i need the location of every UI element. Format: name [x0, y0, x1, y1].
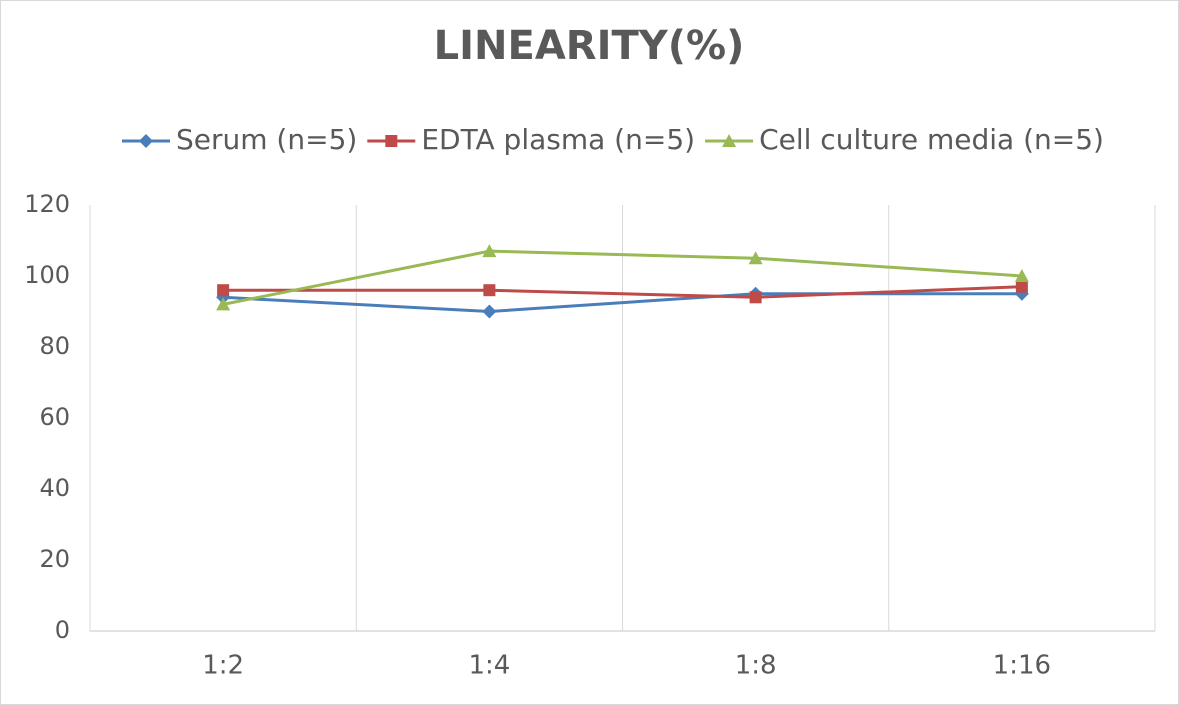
marker: [482, 244, 497, 258]
marker: [1015, 280, 1028, 293]
y-tick-label: 60: [39, 403, 70, 431]
x-tick-label: 1:4: [468, 651, 510, 681]
marker: [748, 251, 763, 265]
series-line: [222, 249, 1022, 306]
y-tick-label: 100: [24, 261, 70, 289]
y-tick-label: 40: [39, 474, 70, 502]
legend: Serum (n=5) EDTA plasma (n=5) Cell culture…: [122, 123, 1104, 156]
marker: [1014, 269, 1029, 282]
marker: [722, 134, 737, 147]
marker: [482, 304, 497, 319]
marker: [385, 135, 398, 147]
marker: [483, 284, 496, 297]
series-line: [223, 292, 1022, 314]
series-line: [223, 285, 1022, 299]
x-tick-label: 1:2: [202, 651, 244, 681]
legend-label: EDTA plasma (n=5): [421, 123, 695, 156]
x-tick-label: 1:8: [735, 651, 777, 681]
marker: [139, 134, 153, 148]
chart-title: LINEARITY(%): [434, 23, 745, 69]
y-tick-label: 20: [39, 545, 70, 573]
marker: [217, 284, 230, 297]
legend-label: Cell culture media (n=5): [759, 123, 1104, 156]
legend-label: Serum (n=5): [176, 123, 357, 156]
y-tick-label: 0: [55, 616, 70, 644]
y-tick-label: 80: [39, 332, 70, 360]
marker: [216, 297, 231, 311]
y-tick-label: 120: [24, 190, 70, 218]
x-tick-label: 1:16: [993, 651, 1051, 681]
marker: [749, 291, 762, 304]
